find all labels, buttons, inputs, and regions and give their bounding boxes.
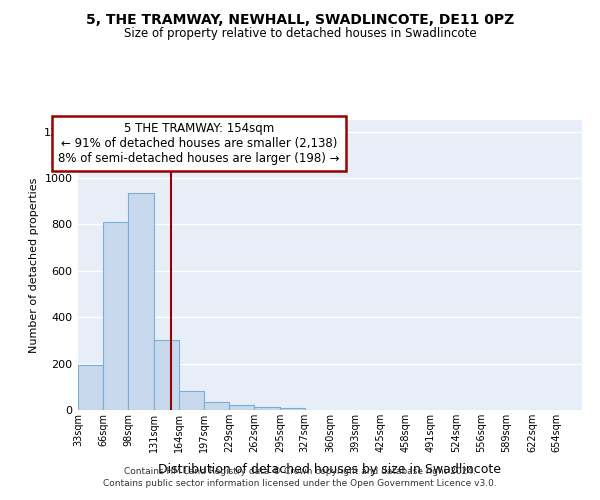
Bar [205, 402, 229, 410]
Bar [78, 365, 103, 410]
Text: Size of property relative to detached houses in Swadlincote: Size of property relative to detached ho… [124, 28, 476, 40]
Bar [254, 406, 280, 410]
Bar [128, 193, 154, 410]
Bar [154, 340, 179, 410]
Bar [229, 406, 254, 410]
X-axis label: Distribution of detached houses by size in Swadlincote: Distribution of detached houses by size … [158, 464, 502, 476]
Text: 5 THE TRAMWAY: 154sqm
← 91% of detached houses are smaller (2,138)
8% of semi-de: 5 THE TRAMWAY: 154sqm ← 91% of detached … [58, 122, 340, 164]
Y-axis label: Number of detached properties: Number of detached properties [29, 178, 39, 352]
Text: Contains HM Land Registry data © Crown copyright and database right 2024.
Contai: Contains HM Land Registry data © Crown c… [103, 466, 497, 487]
Text: 5, THE TRAMWAY, NEWHALL, SWADLINCOTE, DE11 0PZ: 5, THE TRAMWAY, NEWHALL, SWADLINCOTE, DE… [86, 12, 514, 26]
Bar [103, 222, 128, 410]
Bar [179, 392, 205, 410]
Bar [280, 408, 305, 410]
